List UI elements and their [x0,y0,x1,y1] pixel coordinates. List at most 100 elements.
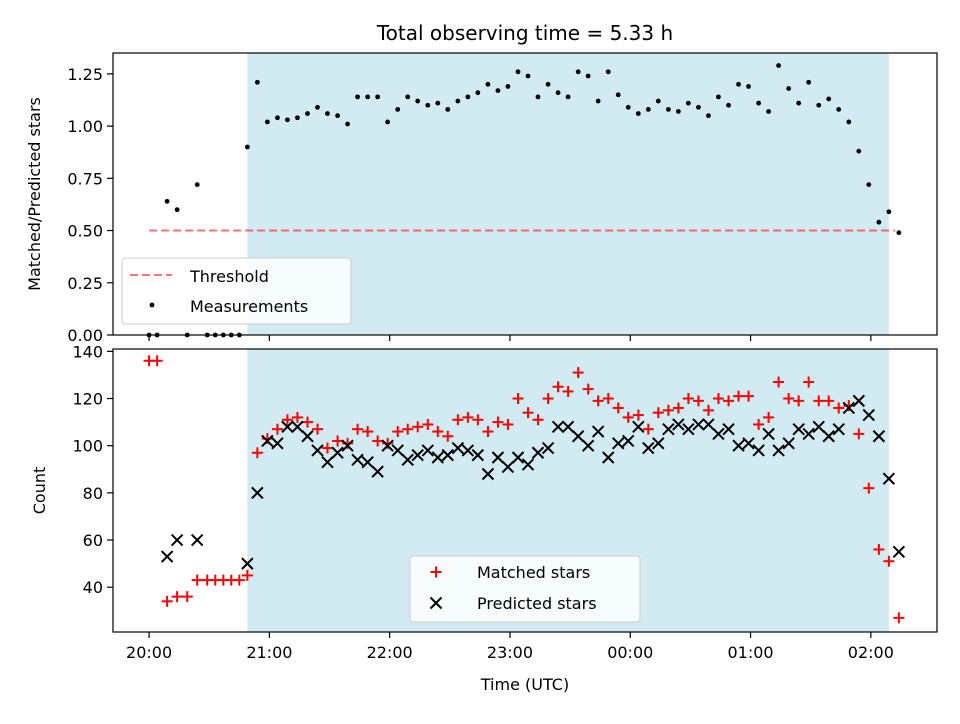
measurement-point [746,84,751,89]
measurement-point [355,94,360,100]
matched-star-point [372,435,384,447]
matched-star-point [733,390,745,402]
predicted-star-point [311,444,324,457]
measurement-point [545,81,551,87]
measurement-point [415,98,421,104]
measurement-point [816,102,822,108]
count-panel: 40 60 80 100 120 140 20:00 21:00 22:00 23:00 00:0… [30,342,938,694]
matched-star-point [803,376,815,388]
x-tick-label: 21:00 [246,643,292,662]
predicted-star-point [361,455,374,469]
measurement-point [625,104,631,110]
predicted-star-point [652,437,665,450]
predicted-star-point [872,430,886,443]
measurement-point [325,111,330,116]
matched-star-point [422,418,434,430]
predicted-star-point [792,422,805,436]
measurement-point [675,109,681,114]
matched-star-point [863,482,875,494]
measurement-point [194,182,200,188]
matched-star-point [271,423,283,435]
measurement-point [495,88,501,93]
predicted-star-point [642,441,655,455]
matched-star-point [502,418,514,430]
measurement-point [886,209,892,215]
matched-star-point [352,423,364,435]
matched-star-point [151,355,163,367]
matched-star-point [291,411,303,423]
measurement-point [164,198,170,204]
matched-star-point [332,435,344,447]
matched-star-point [873,543,885,555]
predicted-star-point [882,472,896,485]
matched-star-point [432,426,444,438]
matched-star-point [181,591,193,603]
x-tick-label: 23:00 [487,643,533,662]
predicted-star-point [842,401,856,415]
predicted-star-point [251,486,264,500]
predicted-star-point [692,418,705,431]
matched-star-point [702,404,714,416]
predicted-star-point [381,439,394,452]
predicted-star-point [401,453,414,467]
count-y-axis-label: Count [30,467,49,515]
predicted-star-point [852,394,866,408]
predicted-star-point [672,418,685,431]
measurement-point [395,107,401,112]
measurement-point [786,86,792,91]
matched-star-point [442,430,454,442]
matched-star-point [632,409,644,421]
predicted-star-point [411,448,424,462]
matched-star-point [522,407,534,419]
measurement-point [585,73,591,79]
matched-star-point [302,416,314,428]
predicted-star-point [461,444,475,457]
measurement-point [525,73,531,79]
matched-star-point [171,591,183,603]
measurement-point [535,94,541,100]
measurement-point [455,98,461,104]
measurement-point [174,207,180,213]
predicted-star-point [291,420,304,434]
matched-star-point [682,393,694,405]
predicted-star-point [862,408,876,422]
predicted-star-point [581,439,595,452]
matched-star-point [763,411,775,423]
measurement-point [445,107,451,112]
measurement-point [335,113,340,119]
matched-star-point [592,395,604,407]
measurement-point [796,100,802,106]
matched-star-point [412,421,424,433]
matched-star-point [552,381,564,393]
predicted-star-point [431,451,444,464]
matched-star-point [582,383,594,395]
predicted-star-point [892,545,906,559]
measurement-point [305,111,310,116]
predicted-star-point [812,420,825,434]
predicted-star-point [481,467,495,481]
matched-star-point [823,395,835,407]
predicted-star-point [331,446,344,459]
measurement-point [515,69,521,75]
count-y-tick-label: 100 [72,437,103,456]
predicted-star-point [752,444,765,457]
ratio-y-tick-label: 0.00 [67,326,103,345]
predicted-star-point [622,434,635,448]
measurement-point [315,104,320,110]
measurement-point [836,107,842,112]
measurement-point [726,102,731,108]
predicted-star-point [341,439,354,452]
measurement-point [555,90,561,96]
matched-star-point [161,595,173,607]
matched-star-point [662,404,674,416]
measurement-point [756,100,762,106]
predicted-star-point [742,437,755,450]
matched-star-point [893,612,905,624]
count-y-tick-label: 40 [83,578,103,597]
measurement-point [716,94,721,100]
ratio-legend: Threshold Measurements [121,257,352,325]
predicted-star-point [832,422,845,436]
ratio-y-axis-label: Matched/Predicted stars [25,97,44,291]
predicted-star-point [662,422,675,436]
predicted-star-point [571,430,585,443]
